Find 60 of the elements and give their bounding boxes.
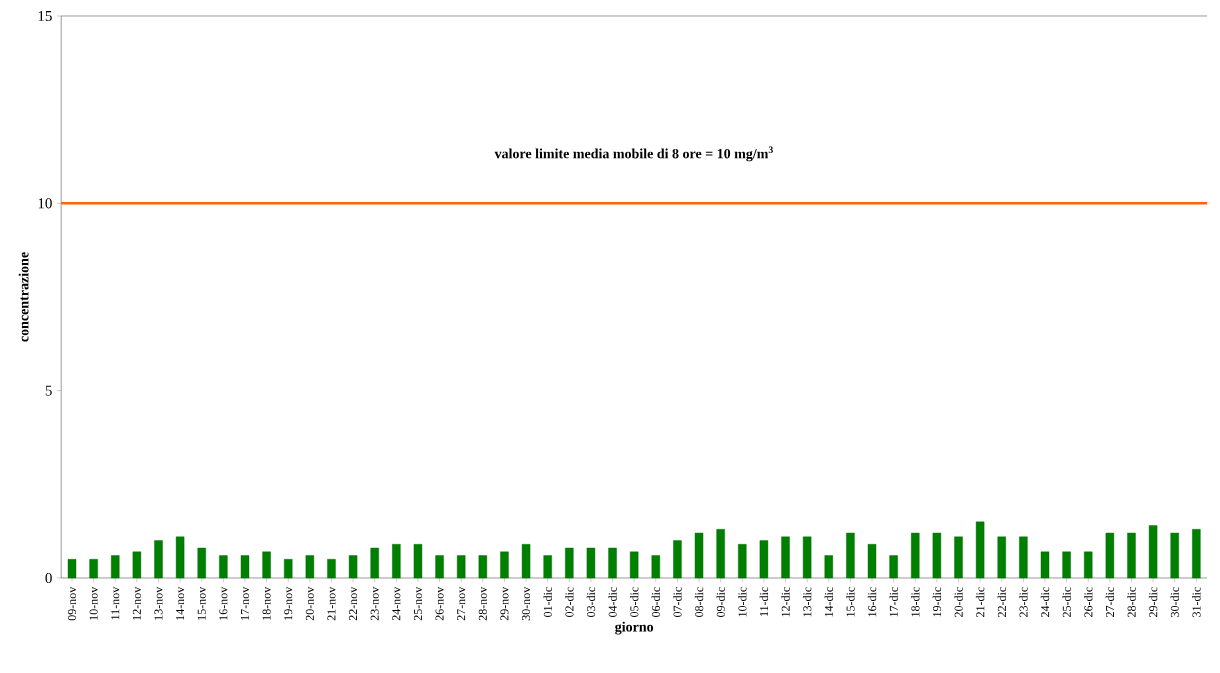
x-tick-label: 10-nov: [89, 586, 98, 620]
x-tick-label: 03-dic: [586, 587, 596, 617]
y-tick-label: 10: [38, 198, 52, 209]
x-tick-label: 16-dic: [867, 587, 877, 617]
x-tick-label: 21-nov: [327, 586, 336, 621]
x-tick-label: 09-nov: [67, 586, 77, 621]
x-tick-label: 08-dic: [694, 587, 704, 617]
x-tick-label: 16-nov: [219, 586, 228, 620]
x-tick-label: 25-dic: [1062, 587, 1071, 617]
x-tick-label: 10-dic: [738, 587, 747, 617]
x-tick-label: 28-nov: [478, 586, 487, 621]
x-tick-label: 23-nov: [370, 586, 379, 621]
x-tick-label: 15-nov: [197, 586, 206, 620]
x-tick-label: 17-nov: [240, 586, 249, 620]
x-tick-label: 29-nov: [500, 586, 509, 621]
y-axis-title: concentrazione: [18, 252, 29, 342]
x-tick-label: 19-nov: [284, 586, 293, 620]
x-tick-label: 19-dic: [932, 587, 942, 617]
x-tick-label: 14-nov: [176, 586, 185, 620]
x-tick-label: 27-dic: [1105, 587, 1115, 617]
x-tick-label: 18-nov: [262, 586, 271, 620]
x-tick-label: 04-dic: [608, 587, 617, 617]
y-tick-label: 5: [45, 385, 52, 396]
x-tick-label: 11-nov: [111, 586, 120, 620]
x-tick-label: 22-nov: [349, 586, 358, 621]
x-tick-label: 31-dic: [1192, 587, 1201, 617]
x-tick-label: 18-dic: [911, 587, 920, 617]
x-tick-label: 20-dic: [954, 587, 963, 617]
y-tick-label: 15: [38, 10, 52, 22]
y-tick-label: 0: [45, 572, 52, 584]
x-tick-label: 27-nov: [457, 586, 466, 621]
x-tick-label: 14-dic: [824, 587, 833, 617]
x-tick-label: 22-dic: [997, 587, 1006, 617]
x-tick-label: 12-nov: [132, 586, 141, 620]
x-tick-label: 15-dic: [846, 587, 855, 617]
x-tick-label: 13-dic: [802, 587, 812, 617]
x-tick-label: 29-dic: [1148, 587, 1158, 617]
x-tick-label: 05-dic: [629, 587, 639, 617]
x-tick-label: 17-dic: [889, 587, 898, 617]
x-tick-label: 21-dic: [975, 587, 985, 617]
x-axis-title: giorno: [615, 621, 654, 635]
x-tick-label: 24-dic: [1040, 587, 1050, 617]
x-tick-label: 25-nov: [413, 586, 422, 621]
x-tick-label: 07-dic: [673, 587, 682, 617]
x-tick-label: 12-dic: [781, 587, 790, 617]
x-tick-label: 20-nov: [305, 586, 314, 621]
x-tick-label: 13-nov: [154, 586, 163, 620]
x-tick-label: 01-dic: [543, 587, 552, 617]
x-tick-label: 26-dic: [1084, 587, 1093, 617]
ref-line-label: valore limite media mobile di 8 ore = 10 mg/m$^{3}$: [494, 146, 773, 162]
x-tick-label: 24-nov: [392, 586, 401, 621]
x-tick-label: 06-dic: [651, 587, 661, 617]
x-tick-label: 02-dic: [565, 587, 574, 617]
x-tick-label: 09-dic: [716, 587, 725, 617]
x-tick-label: 30-nov: [522, 586, 531, 621]
x-tick-label: 26-nov: [435, 586, 444, 621]
x-tick-label: 23-dic: [1019, 587, 1028, 617]
x-tick-label: 28-dic: [1127, 587, 1136, 617]
x-tick-label: 11-dic: [759, 587, 769, 616]
x-tick-label: 30-dic: [1170, 587, 1179, 617]
